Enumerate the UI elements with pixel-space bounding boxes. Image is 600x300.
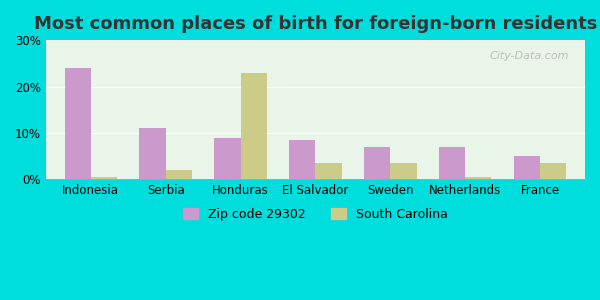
Legend: Zip code 29302, South Carolina: Zip code 29302, South Carolina xyxy=(178,203,453,226)
Bar xyxy=(139,128,166,179)
Text: City-Data.com: City-Data.com xyxy=(490,51,569,61)
Bar xyxy=(241,73,267,179)
Bar xyxy=(514,156,540,179)
Bar xyxy=(214,138,241,179)
Bar xyxy=(439,147,465,179)
Bar xyxy=(91,177,117,179)
Title: Most common places of birth for foreign-born residents: Most common places of birth for foreign-… xyxy=(34,15,597,33)
Bar xyxy=(65,68,91,179)
Bar xyxy=(465,177,491,179)
Bar xyxy=(316,163,341,179)
Bar xyxy=(364,147,391,179)
Bar xyxy=(391,163,416,179)
Bar xyxy=(540,163,566,179)
Bar xyxy=(166,170,192,179)
Bar xyxy=(289,140,316,179)
